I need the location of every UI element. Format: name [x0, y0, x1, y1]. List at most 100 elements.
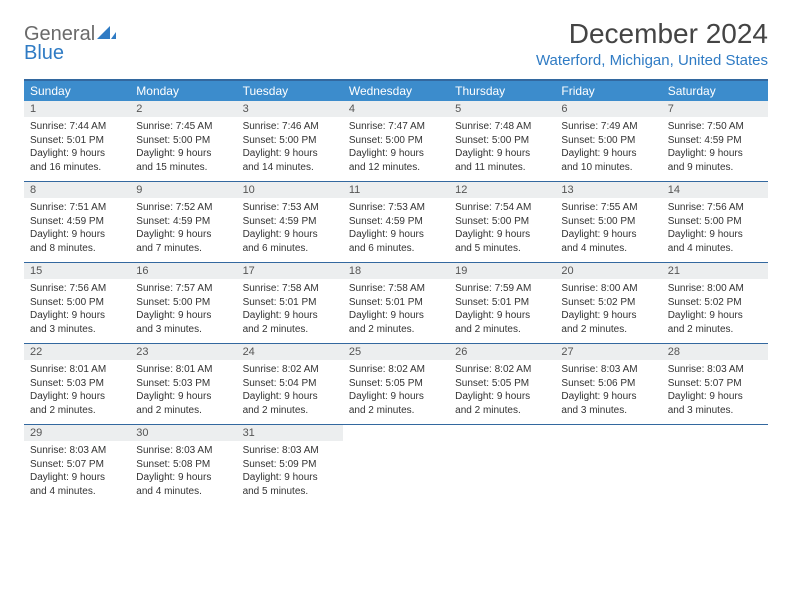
day-cell: 13Sunrise: 7:55 AMSunset: 5:00 PMDayligh… — [555, 182, 661, 262]
day-details: Sunrise: 8:02 AMSunset: 5:05 PMDaylight:… — [343, 360, 449, 423]
day-details: Sunrise: 7:49 AMSunset: 5:00 PMDaylight:… — [555, 117, 661, 180]
day-details: Sunrise: 8:02 AMSunset: 5:05 PMDaylight:… — [449, 360, 555, 423]
detail-line: Sunset: 5:00 PM — [668, 215, 762, 229]
detail-line: and 2 minutes. — [455, 323, 549, 337]
day-number: 19 — [449, 263, 555, 279]
day-cell — [449, 425, 555, 505]
detail-line: Sunset: 5:01 PM — [455, 296, 549, 310]
detail-line: Sunrise: 7:51 AM — [30, 201, 124, 215]
detail-line: and 2 minutes. — [455, 404, 549, 418]
detail-line: and 15 minutes. — [136, 161, 230, 175]
detail-line: and 5 minutes. — [243, 485, 337, 499]
location-text: Waterford, Michigan, United States — [536, 52, 768, 69]
detail-line: Daylight: 9 hours — [349, 147, 443, 161]
detail-line: Sunset: 5:00 PM — [136, 296, 230, 310]
day-details: Sunrise: 7:57 AMSunset: 5:00 PMDaylight:… — [130, 279, 236, 342]
detail-line: and 4 minutes. — [561, 242, 655, 256]
detail-line: Sunset: 5:03 PM — [30, 377, 124, 391]
day-cell: 11Sunrise: 7:53 AMSunset: 4:59 PMDayligh… — [343, 182, 449, 262]
detail-line: Daylight: 9 hours — [136, 147, 230, 161]
detail-line: Sunset: 5:00 PM — [455, 134, 549, 148]
detail-line: Daylight: 9 hours — [30, 390, 124, 404]
dow-wednesday: Wednesday — [343, 81, 449, 101]
day-cell — [555, 425, 661, 505]
day-number: 24 — [237, 344, 343, 360]
detail-line: Sunrise: 7:55 AM — [561, 201, 655, 215]
day-number: 25 — [343, 344, 449, 360]
detail-line: and 6 minutes. — [243, 242, 337, 256]
detail-line: and 2 minutes. — [561, 323, 655, 337]
day-number: 8 — [24, 182, 130, 198]
detail-line: Daylight: 9 hours — [455, 228, 549, 242]
detail-line: Sunrise: 7:59 AM — [455, 282, 549, 296]
detail-line: Sunrise: 8:02 AM — [455, 363, 549, 377]
day-number: 9 — [130, 182, 236, 198]
day-details: Sunrise: 8:03 AMSunset: 5:07 PMDaylight:… — [24, 441, 130, 504]
day-cell: 28Sunrise: 8:03 AMSunset: 5:07 PMDayligh… — [662, 344, 768, 424]
day-details: Sunrise: 7:54 AMSunset: 5:00 PMDaylight:… — [449, 198, 555, 261]
detail-line: Daylight: 9 hours — [455, 390, 549, 404]
detail-line: and 2 minutes. — [243, 404, 337, 418]
detail-line: and 12 minutes. — [349, 161, 443, 175]
detail-line: Sunrise: 7:48 AM — [455, 120, 549, 134]
detail-line: Sunset: 4:59 PM — [668, 134, 762, 148]
day-details: Sunrise: 7:58 AMSunset: 5:01 PMDaylight:… — [237, 279, 343, 342]
detail-line: Daylight: 9 hours — [561, 228, 655, 242]
detail-line: Daylight: 9 hours — [561, 390, 655, 404]
detail-line: Sunrise: 8:03 AM — [243, 444, 337, 458]
day-details: Sunrise: 7:46 AMSunset: 5:00 PMDaylight:… — [237, 117, 343, 180]
detail-line: Sunset: 5:00 PM — [243, 134, 337, 148]
detail-line: Sunrise: 7:52 AM — [136, 201, 230, 215]
detail-line: and 7 minutes. — [136, 242, 230, 256]
day-number: 20 — [555, 263, 661, 279]
day-cell: 31 Sunrise: 8:03 AMSunset: 5:09 PMDayligh… — [237, 425, 343, 505]
detail-line: Sunset: 5:00 PM — [561, 215, 655, 229]
detail-line: Sunrise: 7:46 AM — [243, 120, 337, 134]
day-cell: 4Sunrise: 7:47 AMSunset: 5:00 PMDaylight… — [343, 101, 449, 181]
day-number: 18 — [343, 263, 449, 279]
detail-line: Daylight: 9 hours — [349, 309, 443, 323]
week-row: 8Sunrise: 7:51 AMSunset: 4:59 PMDaylight… — [24, 182, 768, 263]
detail-line: Sunrise: 8:00 AM — [561, 282, 655, 296]
detail-line: and 3 minutes. — [136, 323, 230, 337]
detail-line: and 2 minutes. — [349, 323, 443, 337]
detail-line: Daylight: 9 hours — [136, 228, 230, 242]
day-cell: 7Sunrise: 7:50 AMSunset: 4:59 PMDaylight… — [662, 101, 768, 181]
detail-line: Daylight: 9 hours — [668, 390, 762, 404]
detail-line: Daylight: 9 hours — [561, 147, 655, 161]
detail-line: Sunset: 5:07 PM — [30, 458, 124, 472]
day-number: 5 — [449, 101, 555, 117]
day-cell: 27Sunrise: 8:03 AMSunset: 5:06 PMDayligh… — [555, 344, 661, 424]
day-cell: 16Sunrise: 7:57 AMSunset: 5:00 PMDayligh… — [130, 263, 236, 343]
day-cell — [662, 425, 768, 505]
detail-line: and 4 minutes. — [668, 242, 762, 256]
detail-line: and 3 minutes. — [668, 404, 762, 418]
day-cell — [343, 425, 449, 505]
detail-line: Daylight: 9 hours — [243, 390, 337, 404]
day-number: 22 — [24, 344, 130, 360]
day-cell: 15Sunrise: 7:56 AMSunset: 5:00 PMDayligh… — [24, 263, 130, 343]
detail-line: and 9 minutes. — [668, 161, 762, 175]
detail-line: Sunrise: 7:56 AM — [668, 201, 762, 215]
detail-line: Daylight: 9 hours — [30, 471, 124, 485]
detail-line: Daylight: 9 hours — [243, 471, 337, 485]
detail-line: Sunset: 4:59 PM — [136, 215, 230, 229]
detail-line: Sunrise: 7:53 AM — [243, 201, 337, 215]
day-number: 1 — [24, 101, 130, 117]
dow-thursday: Thursday — [449, 81, 555, 101]
detail-line: Daylight: 9 hours — [136, 390, 230, 404]
detail-line: Sunrise: 7:44 AM — [30, 120, 124, 134]
detail-line: Daylight: 9 hours — [455, 309, 549, 323]
day-details: Sunrise: 7:56 AMSunset: 5:00 PMDaylight:… — [24, 279, 130, 342]
day-number: 2 — [130, 101, 236, 117]
detail-line: Sunrise: 8:02 AM — [243, 363, 337, 377]
detail-line: Sunset: 5:07 PM — [668, 377, 762, 391]
detail-line: and 2 minutes. — [136, 404, 230, 418]
day-number: 31 — [237, 425, 343, 441]
day-details: Sunrise: 7:59 AMSunset: 5:01 PMDaylight:… — [449, 279, 555, 342]
brand-logo: General Blue — [24, 18, 117, 63]
day-number: 16 — [130, 263, 236, 279]
logo-line2: Blue — [24, 44, 117, 63]
day-number: 15 — [24, 263, 130, 279]
detail-line: Sunset: 5:09 PM — [243, 458, 337, 472]
